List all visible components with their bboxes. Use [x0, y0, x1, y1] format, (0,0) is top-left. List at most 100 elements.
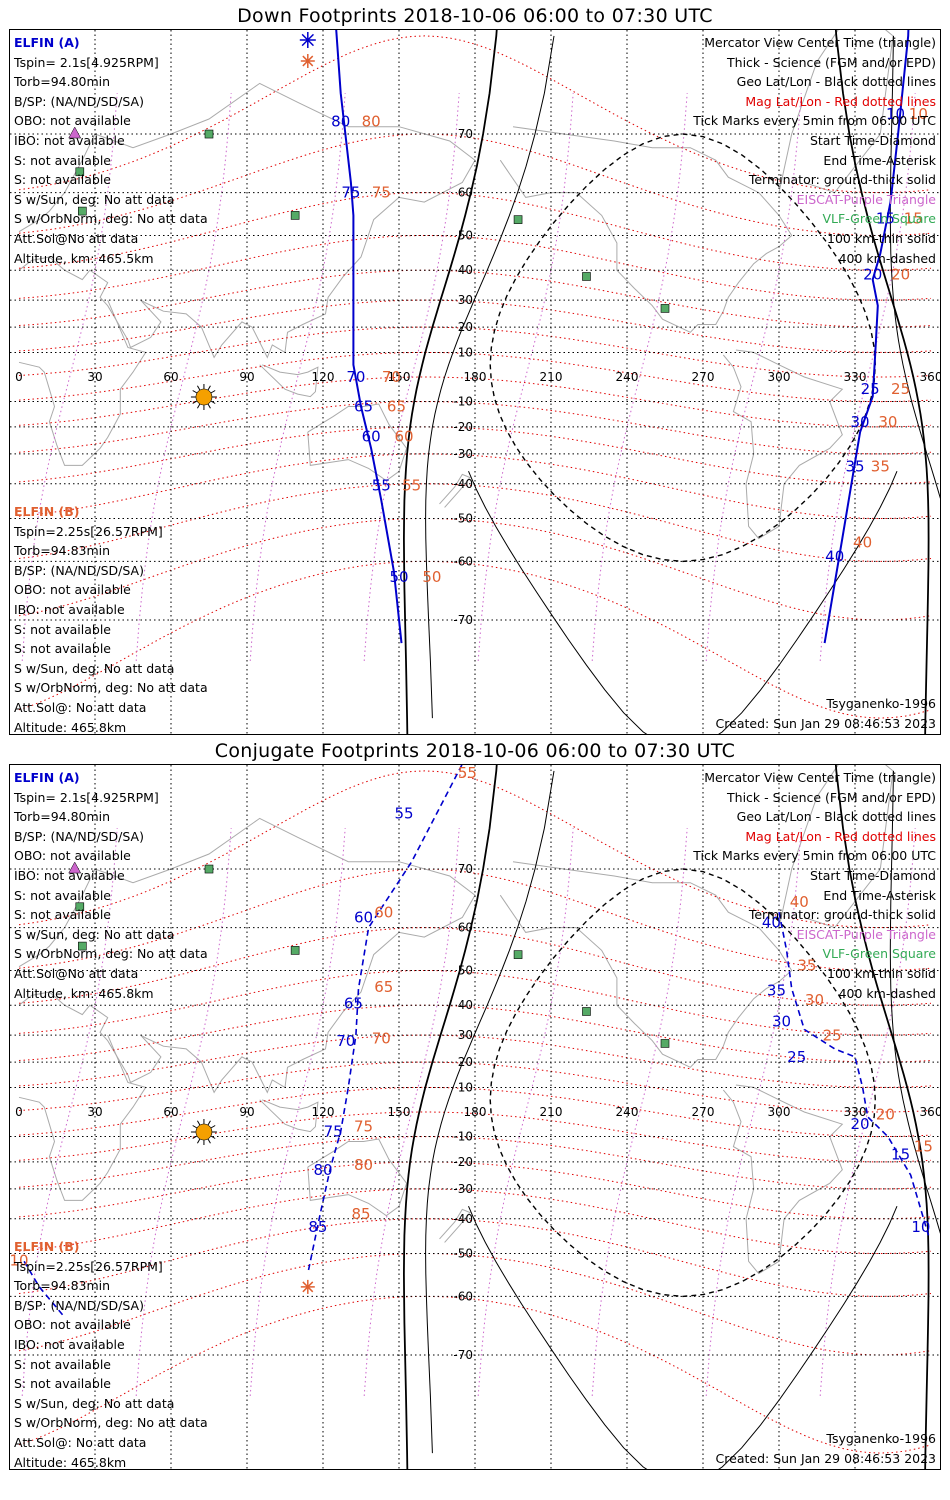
mag-lat-line: [18, 376, 932, 428]
track-tick-label: 55: [402, 476, 421, 494]
legend-item: Mag Lat/Lon - Red dotted lines: [745, 93, 936, 109]
terminator-100km: [468, 1206, 898, 1469]
track-tick-label: 70: [346, 368, 365, 386]
track-tick-label: 65: [374, 978, 393, 996]
lat-tick-label: 70: [458, 127, 473, 141]
legend-item: Tick Marks every 5min from 06:00 UTC: [693, 848, 936, 864]
eiscat-triangle: [68, 861, 82, 874]
info-line: S w/OrbNorm, deg: No att data: [14, 946, 208, 962]
info-line: IBO: not available: [14, 867, 125, 883]
model-label: Tsyganenko-1996: [826, 1431, 936, 1446]
info-line: Att.Sol@: No att data: [14, 699, 147, 715]
info-line: S: not available: [14, 1376, 111, 1392]
info-line: Torb=94.83min: [14, 543, 111, 559]
info-line: Tspin=2.25s[26.57RPM]: [14, 1258, 163, 1274]
lon-tick-label: 270: [692, 1105, 715, 1119]
lon-tick-label: 240: [616, 1105, 639, 1119]
track-tick-label: 35: [871, 457, 890, 475]
info-line: Altitude: 465.8km: [14, 719, 127, 735]
coastline: [778, 30, 894, 194]
sun-ray: [197, 1120, 201, 1126]
track-tick-label: 30: [772, 1012, 791, 1030]
map-legend: Mercator View Center Time (triangle) Thic…: [693, 768, 936, 1003]
legend-item: Mag Lat/Lon - Red dotted lines: [745, 828, 936, 844]
sun-ray: [192, 1135, 198, 1139]
lat-tick-label: -70: [453, 1348, 473, 1362]
info-line: Torb=94.80min: [14, 74, 111, 90]
terminator-400km: [489, 868, 876, 1298]
info-line: OBO: not available: [14, 113, 131, 129]
info-line: Att.Sol@No att data: [14, 230, 139, 246]
mag-lat-line: [18, 969, 932, 1036]
mag-lon-line: [819, 828, 916, 1396]
end-time-asterisk: [301, 33, 314, 47]
track-tick-label: 25: [861, 380, 880, 398]
sun-ray: [192, 1125, 198, 1129]
lat-tick-label: -20: [453, 1155, 473, 1169]
track-tick-label: 25: [823, 1027, 842, 1045]
mag-lat-line: [18, 770, 932, 929]
elfin-a-header: ELFIN (A): [14, 770, 80, 785]
track-tick-label: 85: [351, 1205, 370, 1223]
info-line: Torb=94.80min: [14, 809, 111, 825]
vlf-station-marker: [290, 946, 300, 955]
legend-item: EISCAT-Purple Triangle: [796, 926, 936, 942]
track-tick-label: 35: [767, 981, 786, 999]
terminator-100km: [425, 770, 555, 1454]
track-tick-label: 55: [372, 476, 391, 494]
track-tick-label: 40: [853, 533, 872, 551]
legend-item: Start Time-Diamond: [809, 132, 936, 148]
legend-item: Terminator: ground-thick solid: [748, 172, 936, 188]
sun-ray: [210, 1135, 216, 1139]
track-tick-label: 75: [324, 1123, 343, 1141]
mag-lon-line: [819, 93, 916, 661]
info-line: B/SP: (NA/ND/SD/SA): [14, 828, 144, 844]
info-line: S w/Sun, deg: No att data: [14, 926, 175, 942]
vlf-station-marker: [75, 167, 85, 177]
lon-tick-label: 210: [540, 370, 563, 384]
sun-ray: [197, 1138, 201, 1144]
vlf-station-marker: [78, 941, 87, 951]
model-label: Tsyganenko-1996: [826, 696, 936, 711]
terminator-100km: [468, 471, 898, 734]
track-tick-label: 20: [891, 266, 910, 284]
track-tick-label: 60: [395, 427, 414, 445]
elfin-a-footprint-track: [823, 30, 910, 644]
track-tick-label: 70: [372, 1029, 391, 1047]
panel-title-down: Down Footprints 2018-10-06 06:00 to 07:3…: [237, 5, 713, 27]
coastline: [722, 349, 844, 540]
mag-lat-line: [18, 560, 932, 719]
track-tick-label: 35: [797, 957, 816, 975]
coastline: [259, 1099, 319, 1133]
vlf-station-marker: [75, 902, 85, 912]
track-tick-label: 30: [878, 413, 897, 431]
sun-ray: [210, 390, 216, 394]
lat-tick-label: 40: [458, 998, 473, 1012]
coastline: [439, 473, 471, 508]
sun-ray: [197, 403, 201, 409]
mag-lon-line: [477, 828, 574, 1396]
info-line: S w/Sun, deg: No att data: [14, 1395, 175, 1411]
lat-tick-label: -20: [453, 420, 473, 434]
lat-tick-label: -70: [453, 613, 473, 627]
info-line: Tspin= 2.1s[4.925RPM]: [14, 789, 159, 805]
lat-tick-label: 30: [458, 1028, 473, 1042]
vlf-station-marker: [513, 950, 523, 959]
mag-lon-line: [477, 93, 574, 661]
info-line: Altitude, km: 465.5km: [14, 250, 154, 266]
down-footprints-map: 0 30 60 90 120 150 180 210 240 270 300 330 360 70 60 50…: [10, 30, 940, 734]
track-tick-label: 25: [891, 380, 910, 398]
conjugate-footprints-map-panel: 0 30 60 90 120 150 180 210 240 270 300 330 360 70 60 50…: [9, 764, 941, 1470]
lat-tick-label: -60: [453, 554, 473, 568]
vlf-station-marker: [660, 1039, 670, 1048]
lon-tick-label: 330: [844, 370, 867, 384]
lon-tick-label: 60: [163, 370, 178, 384]
info-line: OBO: not available: [14, 848, 131, 864]
elfin-a-info: ELFIN (A) Tspin= 2.1s[4.925RPM] Torb=94.8…: [14, 33, 208, 268]
elfin-b-header: ELFIN (B): [14, 504, 80, 519]
terminator-line: [834, 30, 930, 734]
sun-ray: [192, 390, 198, 394]
info-line: S: not available: [14, 907, 111, 923]
track-tick-label: 55: [458, 765, 477, 782]
mag-lat-line: [18, 234, 932, 301]
